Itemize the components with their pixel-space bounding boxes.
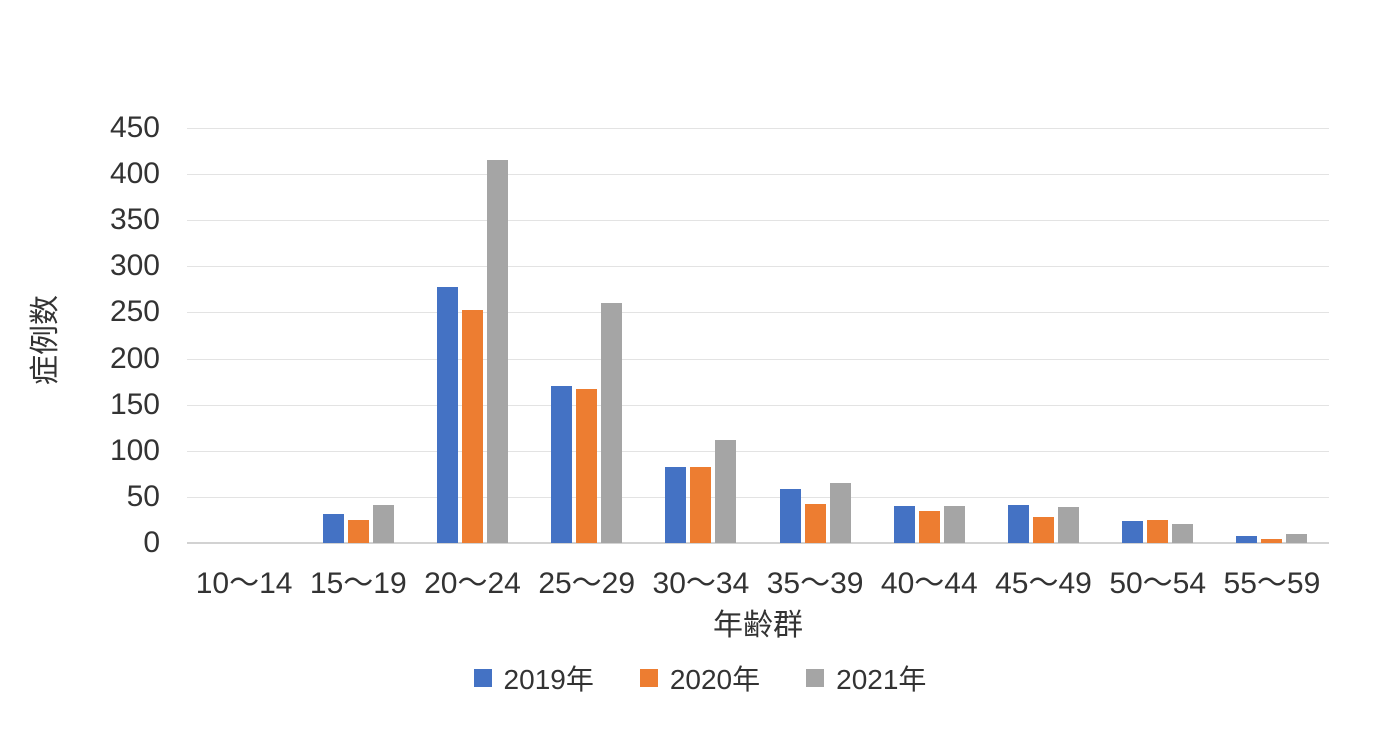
legend-label: 2021年 [836, 664, 927, 695]
legend-swatch-icon [639, 669, 658, 687]
bar-group [301, 128, 415, 543]
x-tick-label: 40～44 [880, 567, 978, 600]
x-tick-label: 35～39 [766, 567, 864, 600]
y-tick-label: 50 [126, 479, 160, 513]
bar-2020年-55～59 [1261, 539, 1283, 543]
bar-2021年-45～49 [1057, 507, 1079, 543]
legend-swatch-icon [473, 669, 492, 687]
bar-2020年-45～49 [1032, 517, 1054, 543]
bar-group [1215, 128, 1329, 543]
bar-group [872, 128, 986, 543]
x-tick-label: 45～49 [995, 567, 1092, 600]
gridline [187, 266, 1329, 268]
legend: 2019年 2020年 2021年 [0, 658, 1400, 698]
legend-label: 2020年 [669, 664, 761, 695]
y-tick-label: 100 [109, 433, 160, 467]
y-tick-label: 200 [109, 341, 160, 375]
gridline [187, 174, 1329, 176]
x-tick-label: 25～29 [538, 567, 636, 600]
bar-group [530, 128, 644, 543]
bar-2021年-20～24 [486, 160, 508, 543]
legend-item: 2021年 [806, 658, 926, 698]
x-tick-label: 50～54 [1109, 567, 1207, 600]
y-tick-label: 0 [143, 526, 160, 559]
bar-2020年-25～29 [576, 389, 598, 543]
bar-2021年-40～44 [943, 506, 965, 543]
x-tick-label: 10～14 [195, 567, 293, 600]
y-tick-label: 400 [109, 157, 160, 191]
bar-2021年-55～59 [1286, 533, 1308, 543]
gridline [187, 496, 1329, 498]
gridline [187, 220, 1329, 222]
bar-2021年-50～54 [1172, 523, 1194, 543]
y-tick-label: 150 [109, 387, 160, 421]
bar-group [187, 128, 301, 543]
legend-item: 2020年 [639, 658, 761, 698]
gridline [187, 312, 1329, 314]
bar-2020年-15～19 [347, 519, 369, 543]
bar-2020年-50～54 [1147, 519, 1169, 543]
bar-2021年-15～19 [372, 505, 394, 543]
x-axis-title: 年齢群 [713, 609, 803, 642]
bar-group [986, 128, 1100, 543]
bar-group [644, 128, 758, 543]
bar-2019年-55～59 [1236, 535, 1258, 543]
x-tick-label: 30～34 [652, 567, 750, 600]
x-tick-label: 15～19 [309, 567, 407, 600]
bar-2021年-35～39 [829, 483, 851, 543]
y-tick-label: 300 [109, 249, 160, 283]
y-tick-label: 250 [109, 295, 160, 329]
gridline [187, 358, 1329, 360]
bar-2019年-50～54 [1122, 520, 1144, 543]
legend-item: 2019年 [473, 658, 594, 698]
bar-2021年-25～29 [601, 303, 623, 543]
legend-label: 2019年 [503, 664, 594, 695]
bar-2020年-30～34 [690, 467, 712, 543]
bar-2019年-25～29 [551, 386, 573, 543]
bar-2020年-40～44 [918, 510, 940, 543]
y-tick-label: 450 [109, 111, 160, 144]
bar-group [415, 128, 529, 543]
bar-2019年-30～34 [665, 467, 687, 543]
x-tick-label: 20～24 [424, 567, 521, 600]
bar-2021年-30～34 [715, 439, 737, 543]
bar-2019年-40～44 [893, 506, 915, 543]
y-tick-label: 350 [109, 203, 160, 237]
bar-2019年-35～39 [779, 488, 801, 543]
bar-2020年-20～24 [461, 309, 483, 543]
gridline [187, 128, 1329, 129]
legend-swatch-icon [806, 669, 825, 687]
gridline [187, 404, 1329, 406]
plot-area [187, 128, 1329, 544]
bar-2020年-35～39 [804, 504, 826, 543]
gridline [187, 450, 1329, 452]
bar-group [758, 128, 872, 543]
bar-2019年-15～19 [322, 514, 344, 543]
bar-group [1101, 128, 1215, 543]
bar-2019年-45～49 [1007, 505, 1029, 543]
x-tick-label: 55～59 [1223, 567, 1321, 600]
x-axis-line [187, 542, 1329, 544]
bar-2019年-20～24 [436, 286, 458, 543]
